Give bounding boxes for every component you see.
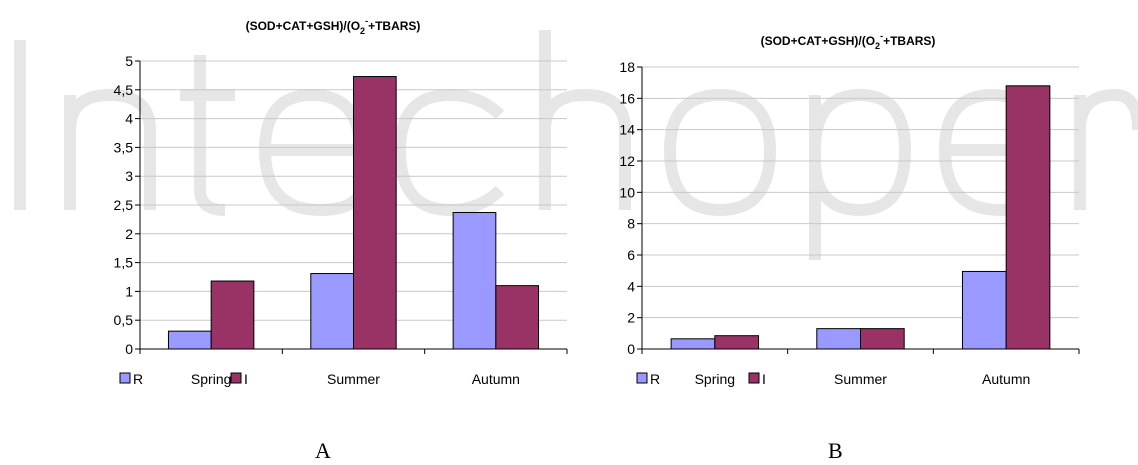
legend-label-R: R [133,371,143,387]
y-tick-label: 2,5 [114,197,134,213]
y-tick-label: 4 [627,278,635,294]
bar-I-Spring [714,335,760,350]
y-tick-label: 2 [125,226,133,242]
panel-label-a: A [315,438,331,463]
bar-R-Summer [816,328,862,350]
legend-swatch-I [748,372,760,384]
y-tick-label: 4 [125,111,133,127]
bar-I-Summer [353,76,397,350]
y-tick-label: 8 [627,216,635,232]
y-tick-label: 18 [619,59,635,75]
y-tick-label: 14 [619,122,635,138]
bar-R-Autumn [452,211,497,350]
chart-title: (SOD+CAT+GSH)/(O2-+TBARS) [246,16,421,36]
x-category-label: Summer [327,371,380,387]
x-category-label: Spring [695,371,735,387]
x-category-label: Summer [834,371,887,387]
y-tick-label: 6 [627,247,635,263]
bar-R-Spring [670,338,716,350]
y-tick-label: 0 [125,341,133,357]
bar-R-Spring [167,330,212,350]
y-tick-label: 1,5 [114,255,134,271]
bar-I-Summer [860,328,905,350]
x-category-label: Spring [191,371,231,387]
y-tick-label: 5 [125,53,133,69]
y-tick-label: 1 [125,283,133,299]
y-tick-label: 0 [627,341,635,357]
bar-I-Autumn [495,285,540,350]
bar-R-Summer [310,273,354,350]
y-tick-label: 12 [619,153,635,169]
legend-swatch-R [119,372,131,384]
chart-a: (SOD+CAT+GSH)/(O2-+TBARS) 0 0,5 1 1,5 2 2,5 3 3,… [114,16,568,387]
x-category-label: Autumn [982,371,1030,387]
y-tick-label: 2 [627,310,635,326]
legend-swatch-R [636,372,648,384]
x-category-label: Autumn [472,371,520,387]
y-tick-label: 3 [125,168,133,184]
legend-label-R: R [650,371,660,387]
y-tick-label: 0,5 [114,312,134,328]
bar-R-Autumn [961,270,1007,350]
chart-title: (SOD+CAT+GSH)/(O2-+TBARS) [761,31,936,51]
panel-label-b: B [828,438,843,463]
y-tick-label: 16 [619,90,635,106]
chart-b: (SOD+CAT+GSH)/(O2-+TBARS) 0 2 4 6 8 10 12 14 16 18… [619,31,1080,387]
bar-I-Spring [210,280,255,350]
legend-label-I: I [762,371,766,387]
y-tick-label: 3,5 [114,139,134,155]
legend-swatch-I [230,372,242,384]
y-tick-label: 4,5 [114,82,134,98]
y-tick-label: 10 [619,184,635,200]
legend-label-I: I [244,371,248,387]
bar-I-Autumn [1005,85,1051,350]
